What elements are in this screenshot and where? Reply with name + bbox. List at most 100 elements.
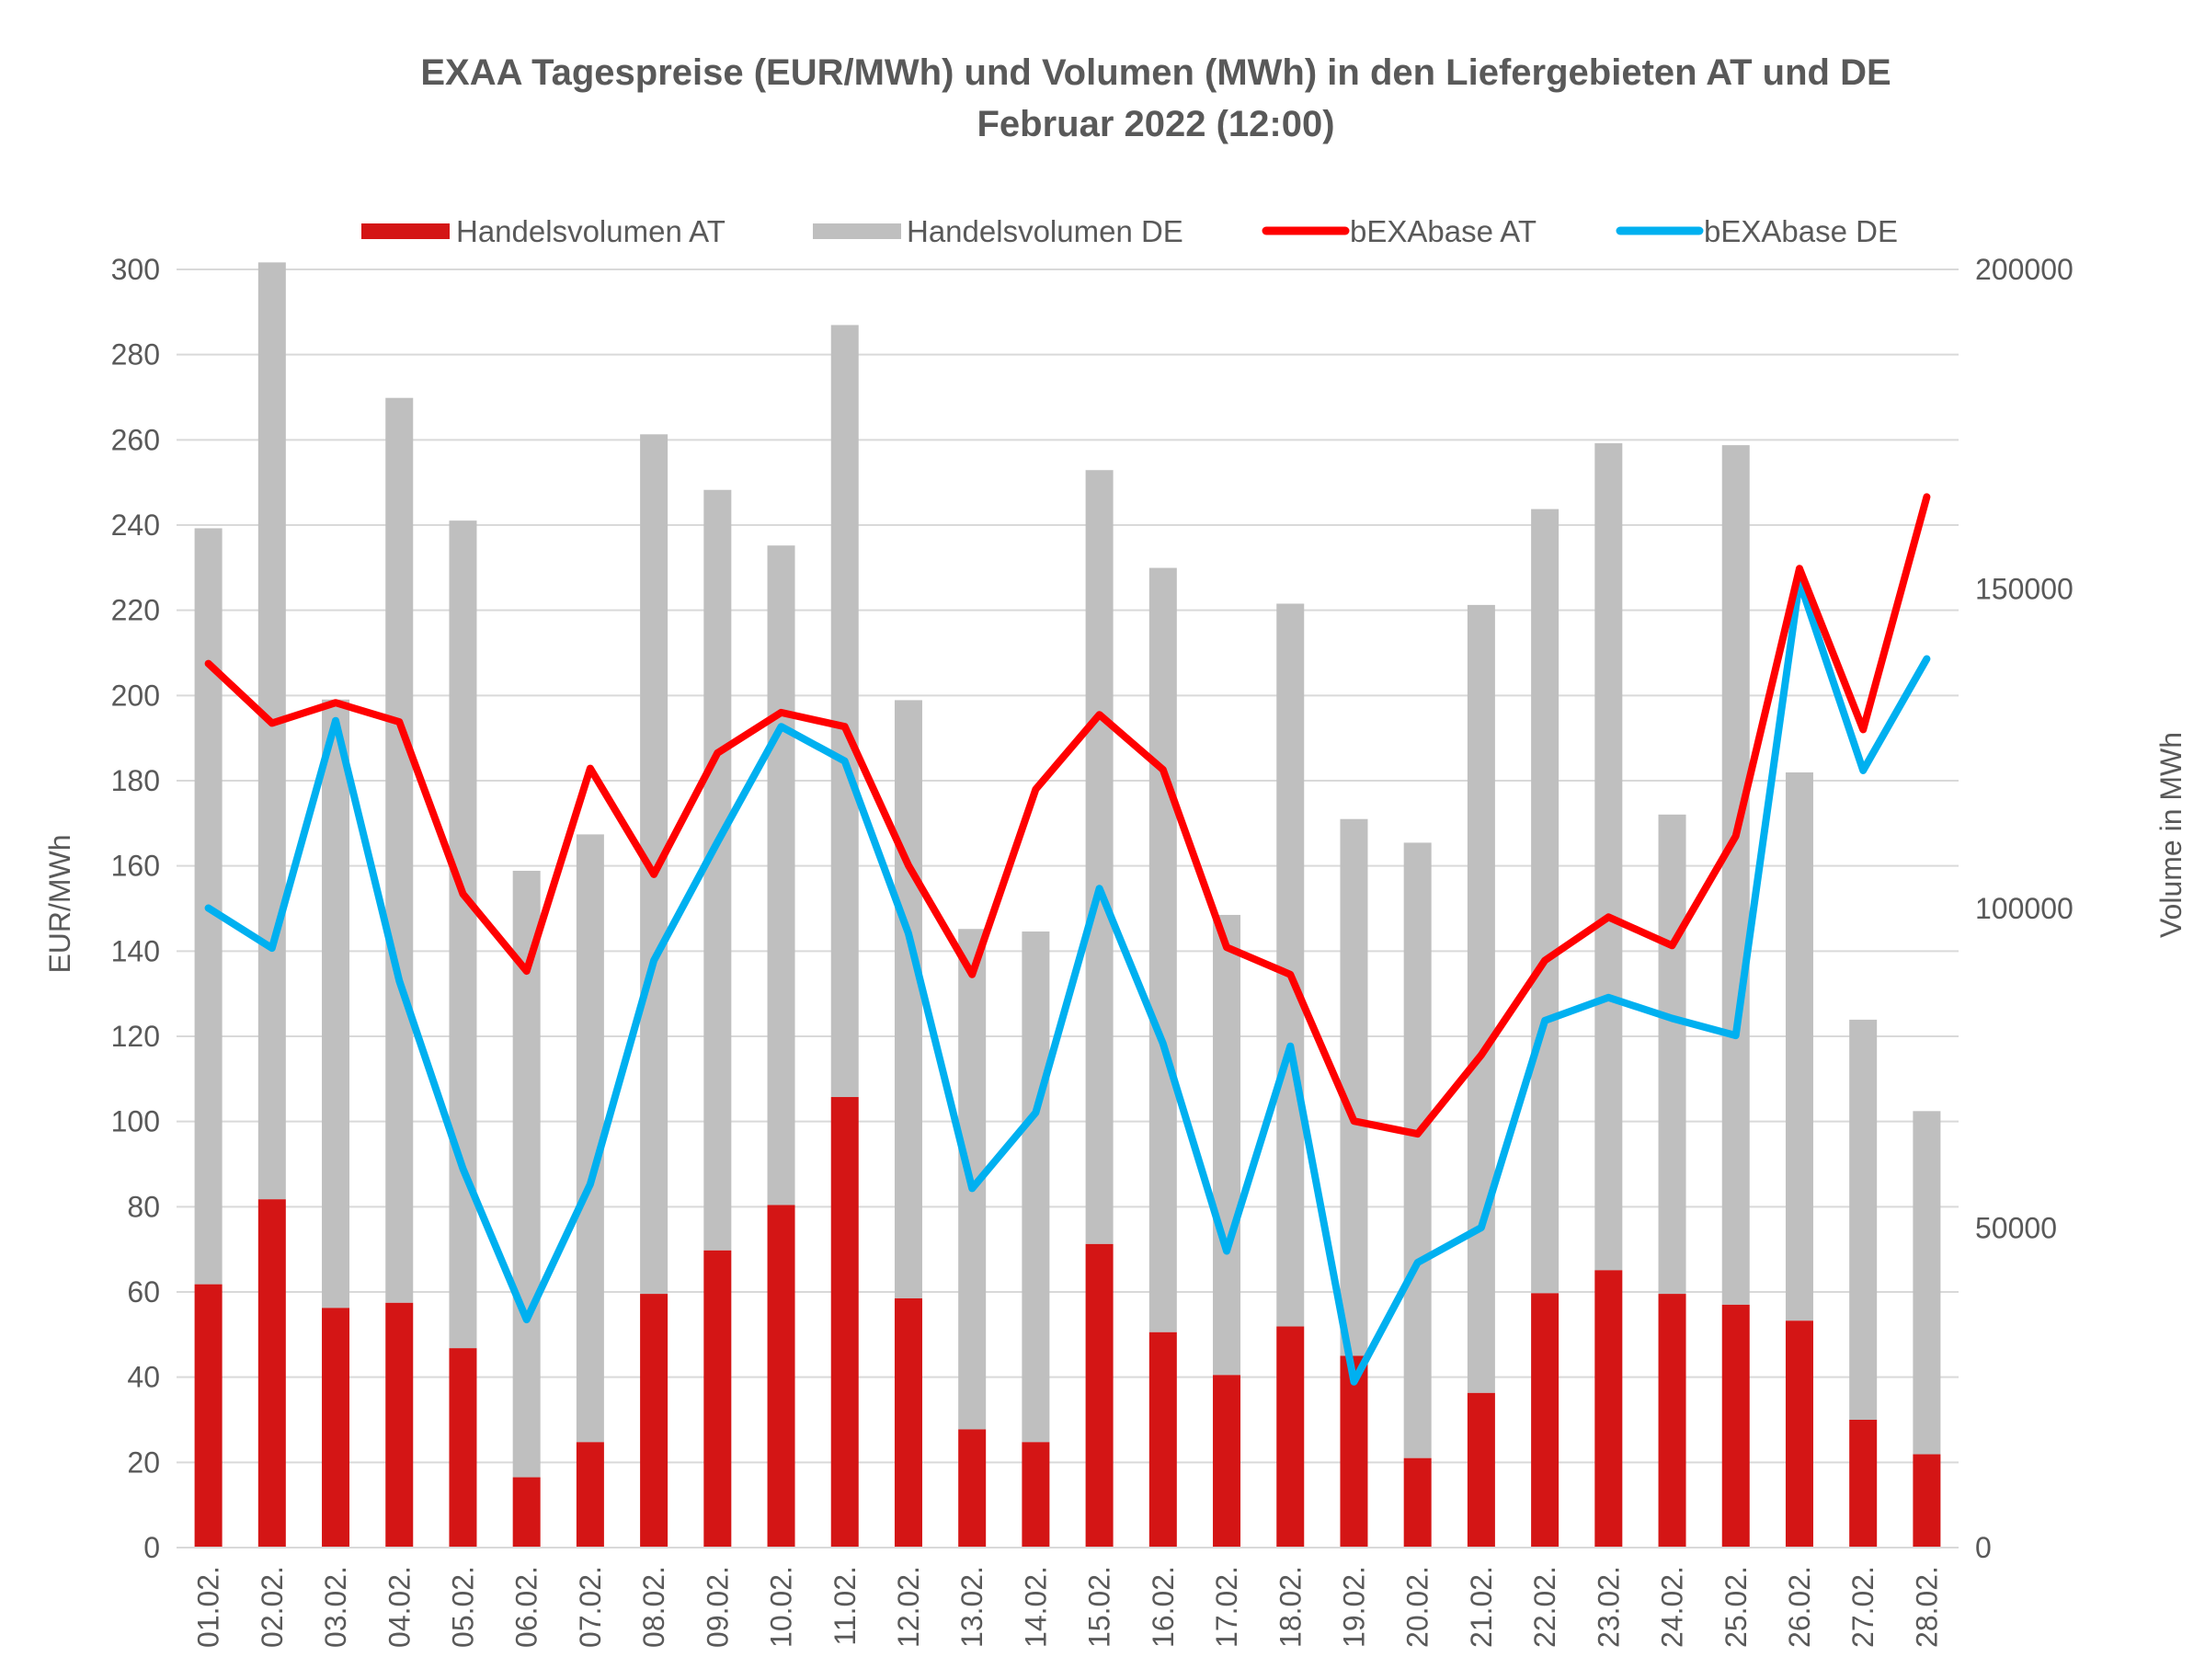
lines (204, 493, 1931, 1386)
bar-handelsvolumen-at (767, 1205, 795, 1548)
bar-handelsvolumen-at (1085, 1243, 1114, 1548)
x-tick-label: 05.02. (446, 1566, 479, 1648)
legend-swatch-handelsvolumen-de (813, 223, 901, 239)
bar-handelsvolumen-de (1467, 604, 1495, 1393)
x-tick-label: 28.02. (1910, 1566, 1943, 1648)
bar-handelsvolumen-at (703, 1250, 732, 1548)
x-tick-label: 04.02. (383, 1566, 416, 1648)
x-tick-label: 13.02. (955, 1566, 988, 1648)
bar-handelsvolumen-de (1085, 470, 1114, 1244)
x-tick-label: 02.02. (256, 1566, 289, 1648)
y-tick-left: 220 (111, 594, 160, 627)
legend-label-bexabase-de: bEXAbase DE (1704, 214, 1898, 248)
bars (194, 262, 1941, 1548)
legend-label-bexabase-at: bEXAbase AT (1350, 214, 1537, 248)
bar-handelsvolumen-de (1721, 445, 1750, 1305)
y-tick-left: 260 (111, 423, 160, 456)
x-tick-label: 25.02. (1719, 1566, 1753, 1648)
bar-handelsvolumen-at (894, 1297, 922, 1548)
line-bexabase-de (204, 577, 1931, 1386)
bar-handelsvolumen-de (1785, 771, 1813, 1321)
bar-handelsvolumen-de (385, 397, 414, 1303)
x-tick-label: 24.02. (1656, 1566, 1689, 1648)
y-tick-left: 80 (127, 1190, 160, 1223)
y-tick-left: 120 (111, 1020, 160, 1053)
y-tick-left: 180 (111, 764, 160, 797)
bar-handelsvolumen-de (449, 520, 477, 1349)
y-tick-right: 150000 (1975, 573, 2074, 606)
left-axis: 0 20 40 60 80 100 120 140 160 180 200 220 240 260 280 3… (111, 253, 160, 1564)
y-tick-left: 200 (111, 679, 160, 712)
bar-handelsvolumen-at (449, 1348, 477, 1548)
legend-label-handelsvolumen-de: Handelsvolumen DE (907, 214, 1183, 248)
x-tick-label: 07.02. (574, 1566, 607, 1648)
bar-handelsvolumen-de (1340, 818, 1368, 1356)
y-tick-left: 60 (127, 1275, 160, 1309)
bar-handelsvolumen-at (385, 1302, 414, 1548)
x-tick-label: 14.02. (1019, 1566, 1052, 1648)
x-tick-label: 22.02. (1528, 1566, 1561, 1648)
chart-subtitle: Februar 2022 (12:00) (977, 104, 1334, 144)
x-tick-label: 10.02. (765, 1566, 798, 1648)
legend-swatch-handelsvolumen-at (361, 223, 450, 239)
x-tick-label: 21.02. (1465, 1566, 1498, 1648)
x-tick-label: 27.02. (1846, 1566, 1879, 1648)
y-axis-label-left: EUR/MWh (43, 834, 76, 973)
bar-handelsvolumen-de (830, 325, 859, 1098)
y-tick-right: 50000 (1975, 1212, 2057, 1245)
bar-handelsvolumen-at (1785, 1320, 1813, 1548)
x-tick-label: 03.02. (319, 1566, 352, 1648)
bar-handelsvolumen-de (1403, 842, 1432, 1458)
bar-handelsvolumen-de (1658, 814, 1686, 1295)
bar-handelsvolumen-at (512, 1477, 541, 1548)
bar-handelsvolumen-at (322, 1308, 350, 1548)
bar-handelsvolumen-at (1913, 1454, 1941, 1548)
bar-handelsvolumen-de (1213, 914, 1241, 1376)
legend: Handelsvolumen AT Handelsvolumen DE bEXA… (361, 214, 1898, 248)
bar-handelsvolumen-de (322, 699, 350, 1309)
x-tick-label: 06.02. (510, 1566, 543, 1648)
x-tick-label: 01.02. (192, 1566, 225, 1648)
bar-handelsvolumen-at (1148, 1331, 1177, 1548)
bar-handelsvolumen-de (894, 700, 922, 1298)
bar-handelsvolumen-at (958, 1429, 987, 1548)
x-tick-label: 09.02. (701, 1566, 734, 1648)
bar-handelsvolumen-at (1849, 1420, 1878, 1548)
x-tick-label: 16.02. (1147, 1566, 1180, 1648)
y-tick-left: 160 (111, 850, 160, 883)
bar-handelsvolumen-at (194, 1284, 223, 1548)
bar-handelsvolumen-de (1913, 1111, 1941, 1455)
y-axis-label-right: Volume in MWh (2154, 732, 2188, 938)
bar-handelsvolumen-at (1403, 1457, 1432, 1548)
bar-handelsvolumen-de (1531, 509, 1559, 1294)
bar-handelsvolumen-at (1721, 1304, 1750, 1548)
y-tick-right: 0 (1975, 1531, 1992, 1564)
bar-handelsvolumen-de (257, 262, 286, 1200)
bar-handelsvolumen-at (1213, 1375, 1241, 1548)
y-tick-left: 240 (111, 509, 160, 542)
y-tick-left: 20 (127, 1446, 160, 1479)
x-tick-label: 17.02. (1210, 1566, 1243, 1648)
bar-handelsvolumen-at (257, 1199, 286, 1548)
bar-handelsvolumen-de (1148, 567, 1177, 1332)
bar-handelsvolumen-de (1849, 1019, 1878, 1420)
y-tick-left: 40 (127, 1361, 160, 1394)
y-tick-left: 280 (111, 338, 160, 371)
bar-handelsvolumen-at (1022, 1442, 1050, 1548)
bar-handelsvolumen-de (703, 489, 732, 1251)
bar-handelsvolumen-de (576, 834, 604, 1443)
x-axis: 01.02. 02.02. 03.02. 04.02. 05.02. 06.02. 07.0… (177, 1547, 1959, 1648)
bar-handelsvolumen-de (1594, 443, 1623, 1271)
bar-handelsvolumen-de (1276, 603, 1305, 1327)
x-tick-label: 12.02. (892, 1566, 925, 1648)
y-tick-left: 300 (111, 253, 160, 286)
x-tick-label: 18.02. (1274, 1566, 1307, 1648)
bar-handelsvolumen-at (576, 1442, 604, 1548)
x-tick-label: 08.02. (637, 1566, 670, 1648)
bar-handelsvolumen-at (1531, 1293, 1559, 1548)
legend-label-handelsvolumen-at: Handelsvolumen AT (456, 214, 725, 248)
bar-handelsvolumen-de (1022, 931, 1050, 1443)
chart-title: EXAA Tagespreise (EUR/MWh) und Volumen (… (420, 52, 1891, 93)
x-tick-label: 15.02. (1083, 1566, 1116, 1648)
